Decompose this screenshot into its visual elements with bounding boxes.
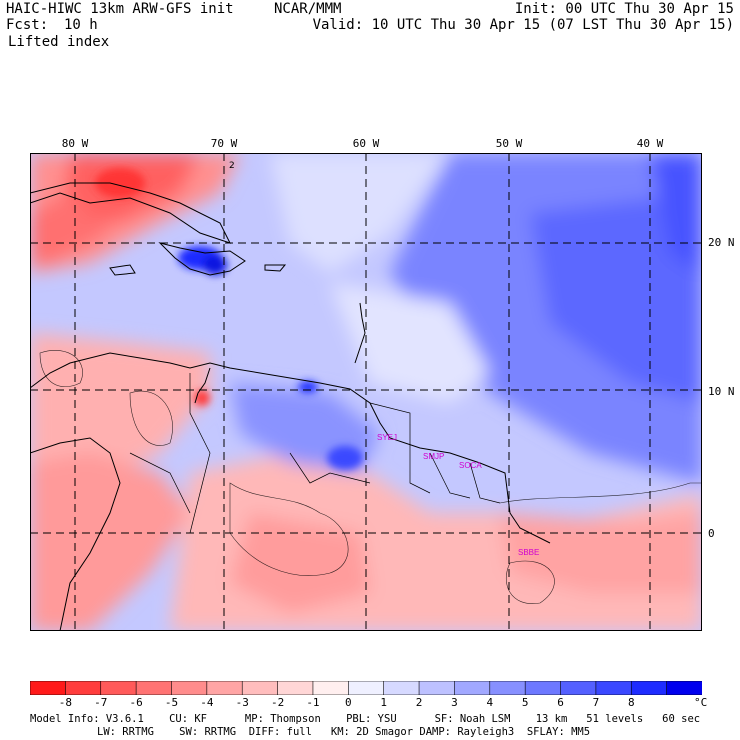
lon-label-80w: 80 W — [61, 137, 89, 150]
model-info-line1: Model Info: V3.6.1 CU: KF MP: Thompson P… — [30, 713, 701, 725]
colorbar-swatch — [418, 681, 456, 695]
station-soca: SOCA — [459, 461, 482, 470]
graticule — [30, 153, 702, 631]
colorbar-tick-label: -4 — [200, 696, 214, 709]
forecast-label: Fcst: — [6, 17, 49, 33]
colorbar-tick-label: -3 — [235, 696, 249, 709]
model-info-line2: LW: RRTMG SW: RRTMG DIFF: full KM: 2D Sm… — [97, 726, 591, 738]
colorbar-swatch — [560, 681, 597, 695]
colorbar-swatch — [666, 681, 702, 695]
forecast-hour: 10 h — [64, 17, 98, 33]
colorbar-swatch — [135, 681, 173, 695]
colorbar-swatch — [489, 681, 526, 695]
colorbar-tick-label: 8 — [627, 696, 635, 709]
colorbar-swatch — [65, 681, 102, 695]
colorbar-swatch — [524, 681, 562, 695]
colorbar-tick-label: 3 — [451, 696, 458, 709]
lifted-index-map: SYEJ SMJP SOCA SBBE 2 — [30, 153, 702, 631]
colorbar-tick-label: -6 — [129, 696, 143, 709]
colorbar-tick-label: -1 — [306, 696, 320, 709]
lon-label-60w: 60 W — [352, 137, 380, 150]
colorbar-swatch — [171, 681, 208, 695]
colorbar-tick-label: -8 — [58, 696, 72, 709]
colorbar — [30, 681, 702, 695]
valid-time: Valid: 10 UTC Thu 30 Apr 15 (07 LST Thu … — [312, 17, 734, 33]
colorbar-tick-label: 7 — [592, 696, 600, 709]
colorbar-swatch — [454, 681, 491, 695]
lon-label-70w: 70 W — [210, 137, 238, 150]
lat-label-10n: 10 N — [708, 385, 735, 398]
station-sbbe: SBBE — [518, 548, 539, 557]
colorbar-swatch — [348, 681, 385, 695]
colorbar-swatch — [595, 681, 633, 695]
colorbar-swatch — [100, 681, 137, 695]
colorbar-tick-label: 2 — [415, 696, 423, 709]
org-label: NCAR/MMM — [274, 1, 342, 17]
station-smjp: SMJP — [423, 452, 444, 461]
colorbar-tick-label: 4 — [486, 696, 494, 709]
colorbar-tick-label: 0 — [345, 696, 352, 709]
init-time: Init: 00 UTC Thu 30 Apr 15 — [514, 1, 734, 17]
colorbar-tick-label: -5 — [164, 696, 179, 709]
lat-label-20n: 20 N — [708, 236, 735, 249]
colorbar-swatch — [383, 681, 420, 695]
lat-label-0: 0 — [708, 527, 715, 540]
contour-value-label: 2 — [229, 161, 235, 171]
colorbar-tick-label: 6 — [557, 696, 564, 709]
colorbar-swatch — [312, 681, 350, 695]
model-title: HAIC-HIWC 13km ARW-GFS init — [6, 1, 234, 17]
colorbar-tick-label: -2 — [270, 696, 285, 709]
colorbar-tick-label: -7 — [94, 696, 108, 709]
colorbar-tick-label: 5 — [521, 696, 529, 709]
colorbar-unit: °C — [694, 696, 708, 709]
contours — [39, 350, 702, 604]
field-name: Lifted index — [8, 34, 110, 50]
colorbar-swatch — [630, 681, 668, 695]
lon-label-50w: 50 W — [495, 137, 523, 150]
colorbar-tick-label: 1 — [380, 696, 387, 709]
colorbar-swatch — [30, 681, 67, 695]
station-syej: SYEJ — [377, 433, 397, 442]
colorbar-swatch — [241, 681, 279, 695]
lon-label-40w: 40 W — [636, 137, 664, 150]
colorbar-swatch — [206, 681, 244, 695]
colorbar-swatch — [277, 681, 314, 695]
borders — [129, 373, 501, 534]
